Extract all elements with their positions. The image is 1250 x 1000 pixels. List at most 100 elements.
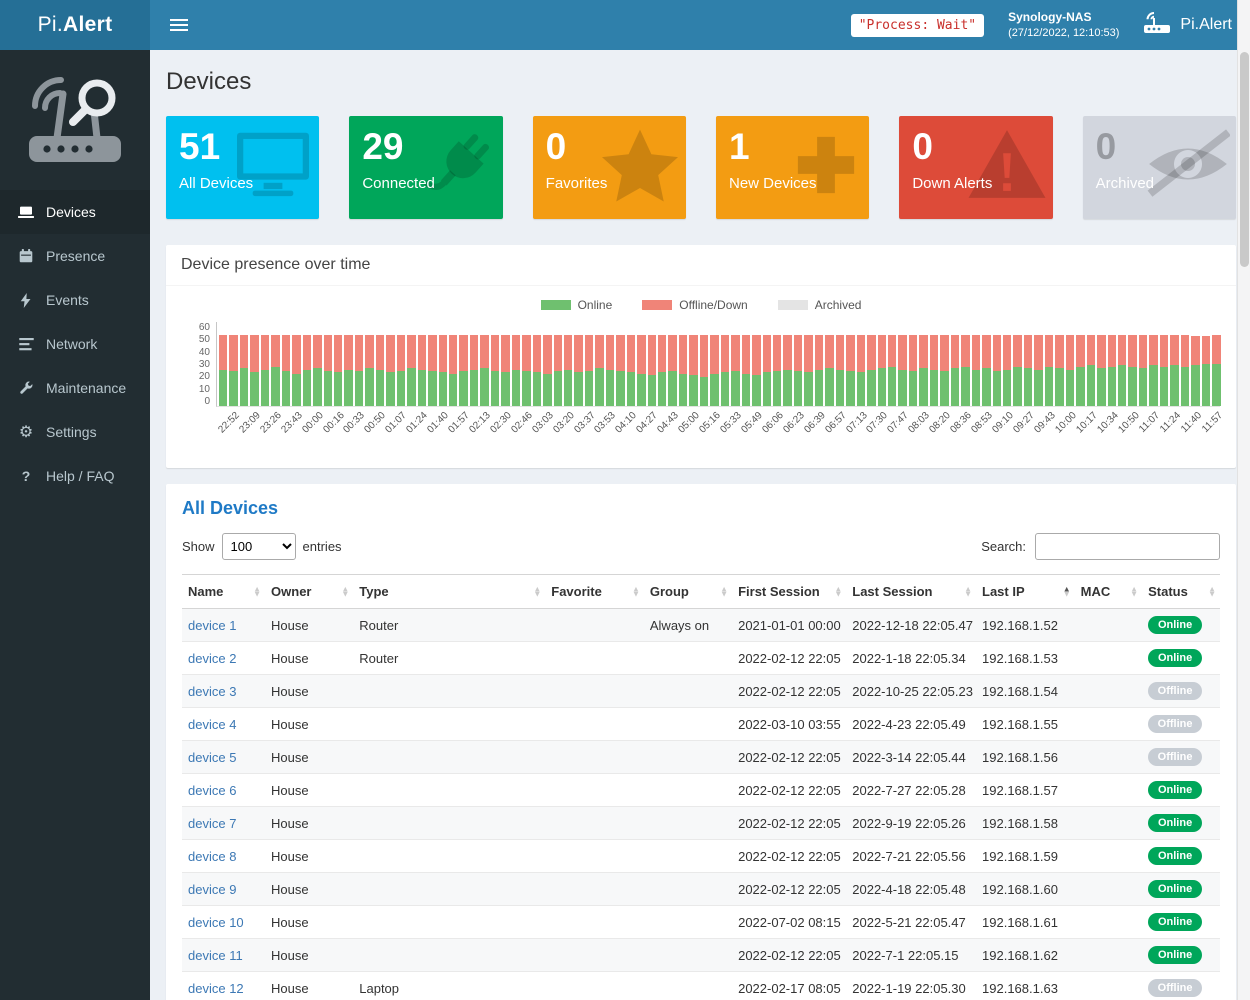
sidebar-item-events[interactable]: Events — [0, 278, 150, 322]
bar-segment-offline-down — [333, 334, 343, 373]
device-link[interactable]: device 12 — [188, 980, 244, 996]
bar-segment-offline-down — [877, 334, 886, 369]
chart-bar — [773, 322, 782, 406]
device-link[interactable]: device 3 — [188, 683, 237, 699]
bar-segment-online — [438, 372, 447, 406]
navbar-main: "Process: Wait" Synology-NAS (27/12/2022… — [150, 0, 1250, 50]
x-tick: 22:52 — [216, 410, 241, 458]
chart-bar — [595, 322, 604, 406]
bar-segment-online — [1212, 364, 1221, 406]
cell-status: Online — [1142, 938, 1220, 972]
cell-last_ip: 192.168.1.62 — [976, 938, 1075, 972]
chart-bar — [229, 322, 238, 406]
bar-segment-online — [919, 368, 928, 406]
bar-segment-online — [971, 369, 981, 406]
bar-segment-online — [375, 369, 385, 406]
sidebar-item-network[interactable]: Network — [0, 322, 150, 366]
sidebar-item-presence[interactable]: Presence — [0, 234, 150, 278]
laptop-icon — [17, 205, 35, 219]
page-length-select[interactable]: 100 — [221, 533, 296, 560]
cell-name: device 7 — [182, 806, 266, 840]
x-tick: 05:49 — [739, 410, 764, 458]
cell-mac — [1074, 674, 1143, 708]
device-link[interactable]: device 1 — [188, 617, 237, 633]
column-header-mac[interactable]: MAC ▲ ▼ — [1074, 574, 1143, 609]
device-link[interactable]: device 4 — [188, 716, 237, 732]
bar-segment-offline-down — [1055, 334, 1064, 369]
column-header-owner[interactable]: Owner ▲ ▼ — [265, 574, 354, 609]
infobox-all-devices[interactable]: 51 All Devices — [166, 116, 320, 219]
cell-name: device 1 — [182, 608, 266, 642]
sidebar-item-label: Events — [46, 292, 89, 308]
cell-type: Router — [353, 641, 546, 675]
device-link[interactable]: device 9 — [188, 881, 237, 897]
bar-segment-online — [1065, 369, 1075, 406]
device-link[interactable]: device 5 — [188, 749, 237, 765]
vertical-scrollbar[interactable] — [1237, 0, 1250, 1000]
chart-bar — [616, 322, 625, 406]
device-link[interactable]: device 6 — [188, 782, 237, 798]
infobox-favorites[interactable]: 0 Favorites — [532, 116, 686, 219]
scrollbar-thumb[interactable] — [1240, 52, 1249, 267]
bar-segment-online — [814, 369, 824, 406]
chart-y-axis: 60 50 40 30 20 10 0 — [182, 322, 216, 407]
cell-favorite — [545, 938, 644, 972]
column-header-name[interactable]: Name ▲ ▼ — [182, 574, 266, 609]
device-link[interactable]: device 10 — [188, 914, 244, 930]
device-link[interactable]: device 8 — [188, 848, 237, 864]
chart-bar — [793, 322, 803, 406]
bar-segment-online — [762, 372, 772, 406]
cell-favorite — [545, 872, 644, 906]
device-link[interactable]: device 7 — [188, 815, 237, 831]
sidebar-item-label: Devices — [46, 204, 96, 220]
bar-segment-offline-down — [888, 334, 897, 367]
column-header-type[interactable]: Type ▲ ▼ — [353, 574, 546, 609]
brand-logo[interactable]: Pi. Alert — [0, 0, 150, 50]
bar-segment-online — [1076, 366, 1085, 406]
bar-segment-online — [1086, 365, 1096, 406]
column-header-first_session[interactable]: First Session ▲ ▼ — [732, 574, 847, 609]
cell-name: device 12 — [182, 971, 266, 1000]
bar-segment-offline-down — [354, 334, 364, 371]
hamburger-menu-button[interactable] — [164, 13, 194, 37]
column-header-favorite[interactable]: Favorite ▲ ▼ — [545, 574, 644, 609]
status-badge: Online — [1148, 781, 1203, 799]
bar-segment-offline-down — [1138, 334, 1148, 369]
chart-bar — [835, 322, 845, 406]
x-tick: 08:36 — [948, 410, 973, 458]
presence-chart-panel: Device presence over time Online Offline/… — [166, 245, 1236, 468]
sidebar-item-devices[interactable]: Devices — [0, 190, 150, 234]
sidebar-item-settings[interactable]: ⚙ Settings — [0, 410, 150, 454]
search-input[interactable] — [1035, 533, 1220, 560]
x-tick: 01:57 — [446, 410, 471, 458]
x-tick: 10:34 — [1095, 410, 1120, 458]
chart-bar — [313, 322, 322, 406]
column-header-status[interactable]: Status ▲ ▼ — [1142, 574, 1220, 609]
infobox-connected[interactable]: 29 Connected — [349, 116, 503, 219]
infobox-new-devices[interactable]: 1 New Devices — [715, 116, 870, 219]
chart-bar — [1138, 322, 1148, 406]
sidebar-item-help[interactable]: ? Help / FAQ — [0, 454, 150, 498]
device-link[interactable]: device 2 — [188, 650, 237, 666]
infobox-archived[interactable]: 0 Archived — [1082, 116, 1236, 219]
cell-favorite — [545, 674, 644, 708]
chart-bar — [417, 322, 427, 406]
device-link[interactable]: device 11 — [188, 947, 243, 963]
bar-segment-online — [668, 371, 677, 406]
bar-segment-offline-down — [323, 334, 332, 371]
x-tick: 23:43 — [279, 410, 304, 458]
bar-segment-offline-down — [940, 334, 949, 371]
chart-bar — [1180, 322, 1190, 406]
navbar-brand-right[interactable]: Pi.Alert — [1143, 11, 1232, 39]
bar-segment-offline-down — [292, 334, 301, 374]
infobox-down-alerts[interactable]: 0 Down Alerts — [899, 116, 1053, 219]
sidebar-item-maintenance[interactable]: Maintenance — [0, 366, 150, 410]
column-header-group[interactable]: Group ▲ ▼ — [643, 574, 733, 609]
column-header-last_session[interactable]: Last Session ▲ ▼ — [846, 574, 977, 609]
sort-icon: ▲ ▼ — [834, 584, 843, 599]
bar-segment-online — [574, 372, 583, 406]
top-navbar: Pi. Alert "Process: Wait" Synology-NAS (2… — [0, 0, 1250, 50]
table-row: device 5 House 2022-02-12 22:05 2022-3-14 2… — [182, 740, 1220, 774]
column-header-last_ip[interactable]: Last IP ▲ ▼ — [976, 574, 1075, 609]
x-tick: 08:53 — [969, 410, 994, 458]
